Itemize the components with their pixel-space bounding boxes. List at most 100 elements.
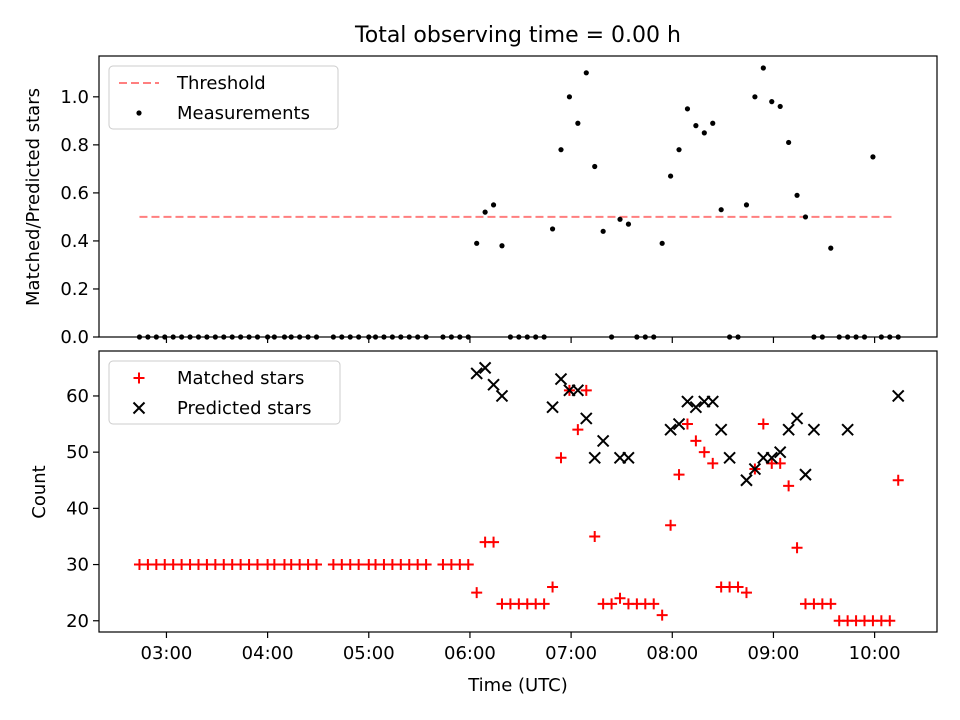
legend-predicted-stars-label: Predicted stars <box>177 398 311 419</box>
matched-stars-point <box>538 598 550 610</box>
matched-stars-point <box>732 581 744 593</box>
matched-stars-point <box>488 536 500 548</box>
matched-stars-point <box>892 474 904 486</box>
matched-stars-point <box>547 581 559 593</box>
matched-stars-point <box>665 519 677 531</box>
predicted-stars-point <box>571 384 585 397</box>
measurements-point <box>743 202 750 208</box>
matched-stars-point <box>825 598 837 610</box>
top-panel-frame <box>98 55 938 338</box>
top-y-tick-label: 0.4 <box>60 231 89 252</box>
matched-stars-point <box>698 446 710 458</box>
measurements-point <box>575 120 581 126</box>
matched-stars-point <box>791 542 803 554</box>
x-axis-label: Time (UTC) <box>467 675 568 696</box>
matched-stars-point <box>462 559 474 571</box>
predicted-stars-point <box>487 378 500 391</box>
x-tick-label: 06:00 <box>444 643 496 664</box>
matched-stars-point <box>353 559 365 571</box>
predicted-stars-point <box>681 395 694 408</box>
legend-measurements-label: Measurements <box>177 103 310 124</box>
matched-stars-point <box>311 559 323 571</box>
measurements-point <box>499 243 505 249</box>
matched-stars-point <box>690 435 702 447</box>
predicted-stars-point <box>495 389 509 403</box>
measurements-point <box>693 123 699 129</box>
measurements-point <box>870 154 876 160</box>
bottom-y-tick-label: 60 <box>66 386 89 407</box>
measurements-point <box>625 221 632 227</box>
measurements-point <box>786 139 792 146</box>
predicted-stars-point <box>773 445 787 459</box>
predicted-stars-point <box>622 451 635 464</box>
x-tick-label: 07:00 <box>545 643 597 664</box>
predicted-stars-point <box>664 423 677 436</box>
measurements-point <box>549 226 556 232</box>
matched-stars-point <box>555 452 567 464</box>
predicted-stars-point <box>580 412 593 425</box>
measurements-point <box>474 240 480 246</box>
top-legend-box <box>108 65 339 130</box>
matched-stars-point <box>673 469 685 481</box>
matched-stars-point <box>648 598 660 610</box>
measurements-point <box>676 147 682 153</box>
x-tick-label: 09:00 <box>748 643 800 664</box>
legend-measurements-swatch <box>136 110 142 116</box>
predicted-stars-point <box>782 423 795 436</box>
predicted-stars-point <box>807 423 821 436</box>
measurements-point <box>600 228 606 234</box>
measurements-point <box>752 94 758 100</box>
top-y-tick-label: 0.8 <box>60 135 89 156</box>
bottom-y-tick-label: 20 <box>66 611 89 632</box>
predicted-stars-point <box>790 412 804 425</box>
predicted-stars-point <box>672 417 686 431</box>
top-panel-y-ticks: 0.0 0.2 0.4 0.6 0.8 1.0 <box>60 87 99 348</box>
top-panel-x-ticks <box>165 337 876 343</box>
x-tick-label: 10:00 <box>849 643 901 664</box>
matched-stars-point <box>740 587 752 599</box>
matched-stars-point <box>606 598 618 610</box>
matched-stars-point <box>471 587 483 599</box>
measurements-point <box>794 192 800 198</box>
bottom-panel-x-ticks: 03:00 04:00 05:00 06:00 07:00 08:00 09:00 10:00 <box>141 632 901 664</box>
measurements-panel: 0.0 0.2 0.4 0.6 0.8 1.0 Matched/Predicted sta… <box>23 55 938 348</box>
chart-title: Total observing time = 0.00 h <box>354 23 681 48</box>
predicted-stars-point <box>588 451 601 464</box>
predicted-stars-point <box>596 434 610 448</box>
matched-stars-point <box>884 615 896 627</box>
measurements-point <box>583 70 589 76</box>
legend-predicted-stars-swatch <box>132 401 146 415</box>
bottom-panel-y-ticks: 20 30 40 50 60 <box>66 386 99 632</box>
measurements-point <box>659 240 665 246</box>
predicted-stars-point <box>706 395 719 408</box>
x-tick-label: 08:00 <box>646 643 698 664</box>
predicted-stars-point <box>723 451 736 464</box>
measurements-point <box>718 207 724 213</box>
predicted-stars-point <box>765 451 778 464</box>
x-tick-label: 04:00 <box>242 643 294 664</box>
bottom-panel-marks <box>133 361 905 627</box>
matched-stars-point <box>580 384 592 396</box>
predicted-stars-point <box>740 474 753 487</box>
matched-stars-point <box>420 559 432 571</box>
measurements-point <box>566 94 573 100</box>
legend-matched-stars-label: Matched stars <box>177 368 304 389</box>
measurements-point <box>592 163 598 170</box>
bottom-y-tick-label: 30 <box>66 555 89 576</box>
bottom-panel-frame <box>98 350 938 633</box>
x-tick-label: 03:00 <box>141 643 193 664</box>
measurements-point <box>710 120 716 126</box>
predicted-stars-point <box>689 400 703 414</box>
measurements-point <box>760 65 766 71</box>
measurements-point <box>802 214 809 220</box>
predicted-stars-point <box>892 389 905 403</box>
measurements-point <box>828 245 834 251</box>
bottom-y-tick-label: 40 <box>66 498 89 519</box>
matched-stars-point <box>614 592 626 604</box>
predicted-stars-point <box>546 400 559 414</box>
legend-matched-stars-swatch <box>133 372 145 384</box>
predicted-stars-point <box>841 423 854 436</box>
predicted-stars-point <box>554 372 568 386</box>
top-y-tick-label: 1.0 <box>60 87 89 108</box>
measurements-point <box>769 99 775 105</box>
